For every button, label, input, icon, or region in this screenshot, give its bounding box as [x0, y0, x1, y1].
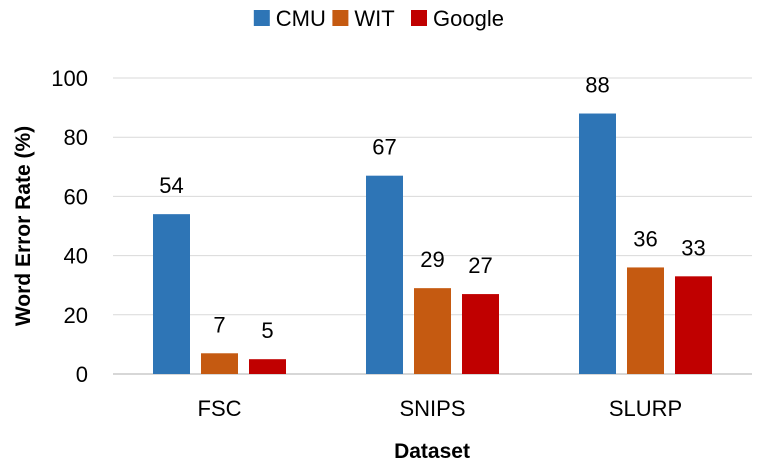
data-label-wit-slurp: 36 — [633, 226, 657, 251]
legend-label-google: Google — [433, 6, 504, 31]
legend-swatch-cmu — [253, 10, 270, 26]
legend-swatch-wit — [332, 10, 349, 26]
data-label-google-snips: 27 — [468, 253, 492, 278]
data-label-cmu-slurp: 88 — [585, 73, 609, 98]
bar-wit-slurp — [627, 267, 664, 374]
data-label-cmu-snips: 67 — [372, 135, 396, 160]
bar-wit-fsc — [201, 353, 238, 374]
y-axis-ticks: 0 20 40 60 80 100 — [51, 66, 88, 387]
bar-google-slurp — [675, 276, 712, 374]
legend: CMU WIT Google — [253, 6, 504, 31]
data-label-cmu-fsc: 54 — [159, 173, 183, 198]
data-label-google-slurp: 33 — [681, 235, 705, 260]
y-tick-label-0: 0 — [76, 362, 88, 387]
x-axis-title: Dataset — [394, 440, 470, 463]
data-label-wit-snips: 29 — [420, 247, 444, 272]
x-category-label-snips: SNIPS — [399, 396, 465, 421]
y-tick-label-80: 80 — [64, 125, 88, 150]
bar-cmu-fsc — [153, 214, 190, 374]
legend-swatch-google — [411, 10, 427, 26]
legend-label-wit: WIT — [354, 6, 394, 31]
y-axis-title: Word Error Rate (%) — [12, 126, 35, 326]
x-category-label-fsc: FSC — [198, 396, 242, 421]
bar-cmu-snips — [366, 175, 403, 374]
bar-google-fsc — [249, 359, 286, 374]
bars — [153, 113, 712, 375]
legend-label-cmu: CMU — [276, 6, 326, 31]
x-category-label-slurp: SLURP — [609, 396, 682, 421]
y-tick-label-100: 100 — [51, 66, 88, 91]
bar-google-snips — [462, 294, 499, 374]
y-tick-label-40: 40 — [64, 244, 88, 269]
data-labels: 54 7 5 67 29 27 88 36 33 — [159, 73, 705, 344]
y-tick-label-20: 20 — [64, 303, 88, 328]
data-label-wit-fsc: 7 — [213, 312, 225, 337]
data-label-google-fsc: 5 — [261, 318, 273, 343]
y-tick-label-60: 60 — [64, 184, 88, 209]
x-axis-categories: FSC SNIPS SLURP — [198, 396, 683, 421]
bar-cmu-slurp — [579, 113, 616, 375]
bar-wit-snips — [414, 288, 451, 374]
